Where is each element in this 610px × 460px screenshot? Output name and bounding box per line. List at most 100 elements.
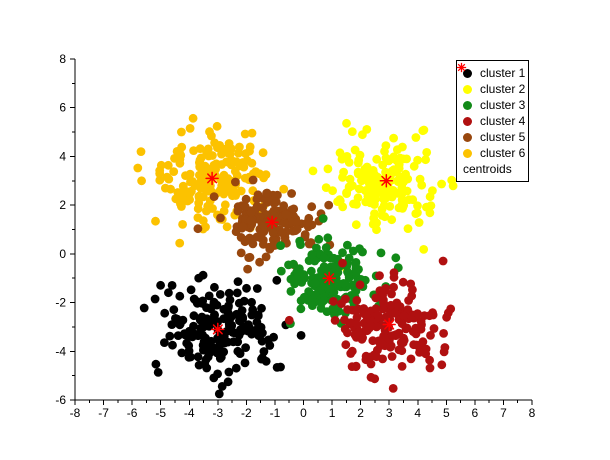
data-point [304, 239, 314, 249]
data-point [367, 187, 376, 196]
legend-entry-cluster-5: cluster 5 [457, 129, 528, 145]
data-point [237, 314, 247, 324]
data-point [418, 337, 428, 347]
data-point [136, 147, 146, 157]
x-tick-label: 5 [443, 406, 450, 420]
data-point [242, 283, 251, 293]
data-point [387, 289, 396, 299]
data-point [210, 310, 219, 320]
data-point [240, 202, 250, 211]
data-point [397, 362, 407, 371]
y-tick-label: -4 [55, 344, 66, 358]
data-point [231, 177, 240, 187]
data-point [221, 177, 231, 186]
data-point [169, 167, 179, 177]
data-point [271, 197, 281, 207]
data-point [246, 208, 256, 217]
data-point [447, 175, 457, 185]
series-cluster-2 [308, 118, 458, 273]
x-tick-label: -1 [270, 406, 281, 420]
data-point [175, 238, 185, 248]
data-point [284, 315, 294, 325]
data-point [173, 331, 183, 340]
data-point [262, 188, 272, 198]
data-point [163, 160, 173, 170]
data-point [299, 292, 309, 302]
data-point [217, 160, 227, 169]
data-point [413, 155, 422, 165]
data-point [354, 184, 364, 194]
data-point [350, 145, 360, 155]
data-point [422, 148, 432, 157]
data-point [281, 210, 291, 219]
data-point [182, 338, 192, 348]
data-point [343, 240, 352, 250]
data-point [212, 121, 222, 131]
data-point [378, 160, 388, 170]
data-point [165, 331, 175, 341]
legend-label: cluster 2 [480, 82, 526, 96]
data-point [342, 118, 351, 128]
data-point [203, 201, 213, 211]
data-point [233, 346, 243, 356]
data-point [397, 346, 407, 356]
data-point [415, 348, 424, 357]
data-point [184, 346, 194, 356]
data-point [188, 332, 197, 342]
data-point [252, 317, 262, 327]
data-point [198, 216, 208, 226]
data-point [258, 239, 268, 249]
data-point [337, 154, 347, 164]
data-point [259, 221, 269, 231]
data-point [339, 167, 348, 177]
data-point [156, 160, 166, 170]
legend-label: cluster 4 [480, 114, 526, 128]
data-point [319, 253, 329, 263]
data-point [178, 220, 188, 229]
data-point [389, 272, 399, 282]
data-point [419, 245, 429, 254]
data-point [170, 154, 179, 163]
data-point [333, 197, 342, 207]
data-point [353, 158, 363, 168]
data-point [228, 186, 238, 195]
data-point [200, 359, 210, 369]
data-point [245, 142, 255, 152]
data-point [198, 192, 208, 202]
data-point [226, 312, 236, 322]
data-point [387, 352, 397, 361]
data-point [414, 218, 424, 227]
data-point [352, 296, 362, 305]
data-point [426, 331, 435, 340]
data-point [238, 158, 248, 167]
data-point [243, 235, 253, 245]
data-point [379, 298, 388, 308]
legend-entry-cluster-2: cluster 2 [457, 81, 528, 97]
data-point [188, 113, 198, 123]
data-point [252, 284, 262, 293]
data-point [314, 234, 324, 244]
data-point [156, 280, 166, 290]
data-point [247, 310, 257, 320]
data-point [321, 243, 331, 253]
x-tick-label: 2 [357, 406, 364, 420]
data-point [399, 311, 409, 321]
y-tick-label: -6 [55, 393, 66, 407]
data-point [403, 224, 413, 234]
data-point [139, 303, 149, 313]
data-point [292, 267, 302, 277]
data-point [344, 270, 354, 279]
data-point [258, 148, 268, 158]
legend-circle-icon [463, 116, 472, 126]
data-point [209, 373, 219, 383]
data-point [292, 218, 301, 228]
data-point [234, 298, 244, 308]
data-point [231, 363, 241, 373]
y-tick-label: -2 [55, 296, 66, 310]
data-point [279, 184, 289, 194]
data-point [343, 328, 352, 338]
data-point [286, 287, 296, 296]
data-point [347, 346, 357, 356]
data-point [269, 332, 278, 342]
series-cluster-4 [284, 256, 456, 393]
